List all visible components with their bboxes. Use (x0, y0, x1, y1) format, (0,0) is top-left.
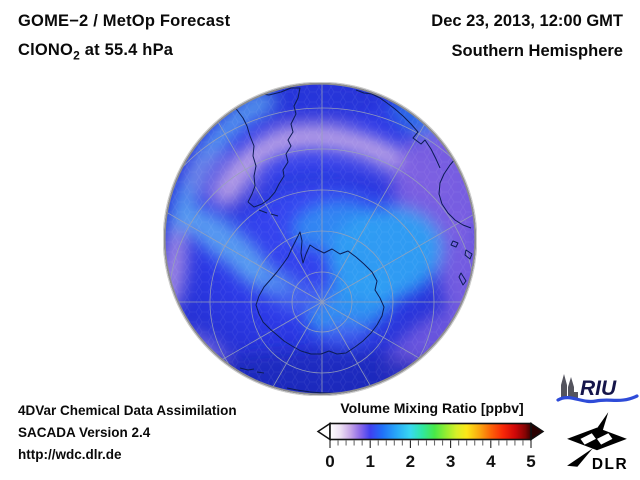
colorbar-tick-label: 2 (406, 452, 415, 471)
hemisphere-label: Southern Hemisphere (451, 42, 623, 60)
antarctica-coastline (255, 231, 385, 355)
hemisphere-globe (163, 82, 477, 396)
colorbar-tick-label: 5 (526, 452, 535, 471)
tasmania-island (450, 240, 459, 248)
model-grid-texture (164, 83, 476, 395)
colorbar-title: Volume Mixing Ratio [ppbv] (340, 400, 524, 416)
south-america-west-coastline (222, 95, 257, 203)
species-label: ClONO (18, 41, 74, 59)
colorbar-tick-label: 4 (486, 452, 496, 471)
south-atlantic-islands (239, 367, 265, 374)
version-label: SACADA Version 2.4 (18, 425, 151, 440)
africa-coastline (355, 89, 441, 169)
riu-logo: RIU (556, 374, 639, 404)
page-title: GOME−2 / MetOp Forecast (18, 12, 231, 30)
colorbar: 0 1 2 3 4 5 (316, 422, 545, 471)
species-subscript: 2 (73, 48, 80, 63)
globe-limb-ring (163, 82, 477, 396)
colorbar-tick-label: 0 (325, 452, 334, 471)
cathedral-icon (561, 374, 578, 398)
new-zealand-north-island (464, 249, 473, 260)
page-subtitle: ClONO2 at 55.4 hPa (18, 41, 173, 62)
colorbar-ticks (329, 440, 532, 448)
colorbar-under-arrow (316, 422, 331, 441)
dlr-logo: DLR (567, 412, 628, 472)
assimilation-label: 4DVar Chemical Data Assimilation (18, 403, 237, 418)
footer-url-text: http://wdc.dlr.de (18, 447, 122, 462)
dlr-emblem-cutouts (580, 433, 613, 445)
colorbar-tick-label: 1 (365, 452, 374, 471)
globe-limb-halo (163, 82, 477, 396)
colorbar-tick-label: 3 (446, 452, 455, 471)
date-label: Dec 23, 2013, 12:00 GMT (431, 12, 623, 30)
colorbar-over-arrow (530, 422, 545, 441)
riu-wave-icon (556, 394, 639, 404)
tierra-del-fuego-islands (258, 209, 279, 217)
dlr-logo-text: DLR (592, 456, 628, 472)
pressure-level-label: at 55.4 hPa (79, 41, 174, 59)
riu-logo-text: RIU (580, 377, 617, 400)
colorbar-gradient-bar (329, 422, 532, 441)
new-zealand-south-island (458, 272, 467, 286)
colorbar-tick-labels: 0 1 2 3 4 5 (325, 452, 535, 471)
